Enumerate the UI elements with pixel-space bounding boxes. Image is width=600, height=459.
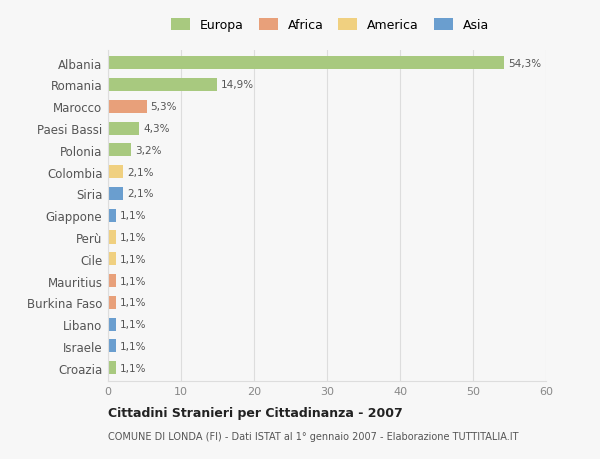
Bar xyxy=(108,209,116,222)
Text: 1,1%: 1,1% xyxy=(119,341,146,351)
Bar xyxy=(108,166,124,179)
Bar xyxy=(108,101,146,113)
Text: 4,3%: 4,3% xyxy=(143,124,170,134)
Text: 54,3%: 54,3% xyxy=(508,59,541,68)
Text: 14,9%: 14,9% xyxy=(220,80,254,90)
Bar xyxy=(108,79,217,92)
Text: 5,3%: 5,3% xyxy=(151,102,177,112)
Text: 1,1%: 1,1% xyxy=(119,363,146,373)
Bar xyxy=(108,361,116,375)
Bar xyxy=(108,274,116,287)
Text: 2,1%: 2,1% xyxy=(127,167,154,177)
Text: 2,1%: 2,1% xyxy=(127,189,154,199)
Bar xyxy=(108,122,139,135)
Bar xyxy=(108,296,116,309)
Text: 3,2%: 3,2% xyxy=(135,146,161,156)
Bar xyxy=(108,318,116,331)
Bar xyxy=(108,231,116,244)
Bar xyxy=(108,57,505,70)
Bar xyxy=(108,144,131,157)
Text: Cittadini Stranieri per Cittadinanza - 2007: Cittadini Stranieri per Cittadinanza - 2… xyxy=(108,406,403,419)
Text: 1,1%: 1,1% xyxy=(119,254,146,264)
Text: 1,1%: 1,1% xyxy=(119,276,146,286)
Text: 1,1%: 1,1% xyxy=(119,211,146,221)
Text: COMUNE DI LONDA (FI) - Dati ISTAT al 1° gennaio 2007 - Elaborazione TUTTITALIA.I: COMUNE DI LONDA (FI) - Dati ISTAT al 1° … xyxy=(108,431,518,442)
Text: 1,1%: 1,1% xyxy=(119,319,146,330)
Text: 1,1%: 1,1% xyxy=(119,232,146,242)
Text: 1,1%: 1,1% xyxy=(119,298,146,308)
Legend: Europa, Africa, America, Asia: Europa, Africa, America, Asia xyxy=(167,16,493,36)
Bar xyxy=(108,187,124,201)
Bar xyxy=(108,253,116,266)
Bar xyxy=(108,340,116,353)
